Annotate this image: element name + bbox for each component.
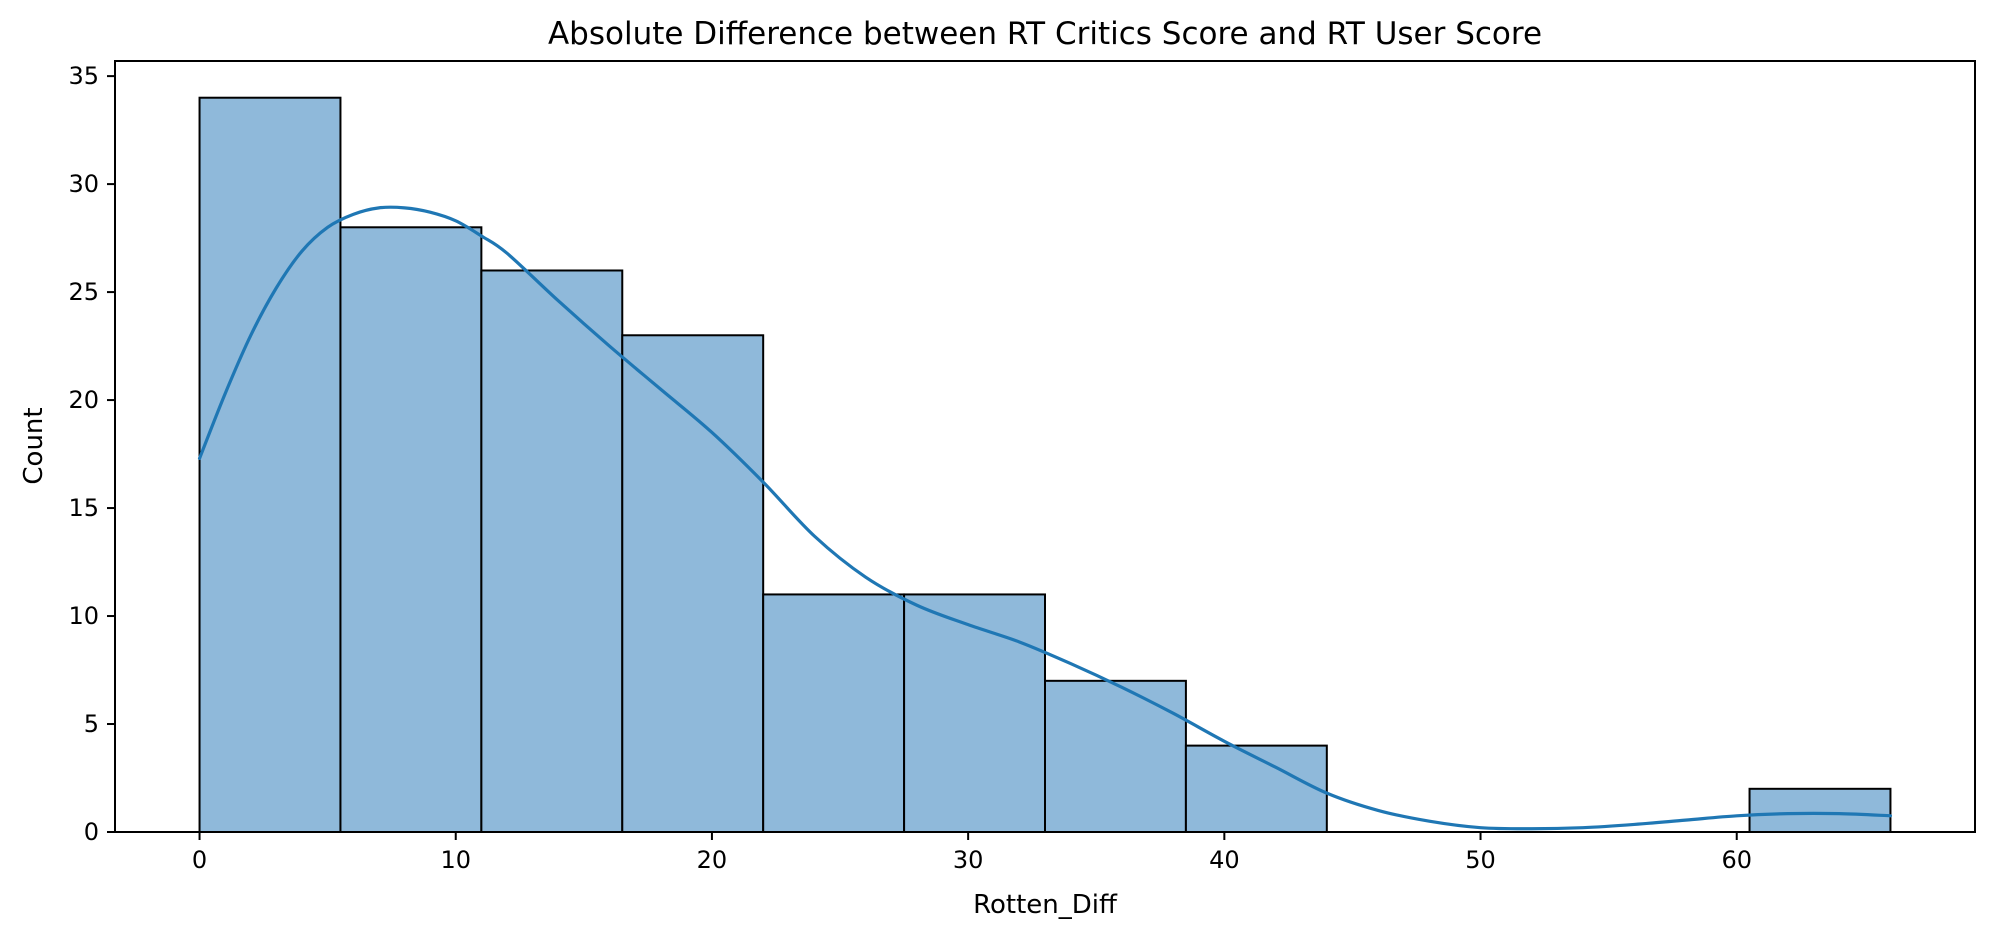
x-tick-label: 0 (192, 846, 207, 874)
histogram-bar (1748, 787, 1892, 833)
histogram-bar (903, 593, 1046, 833)
chart-title: Absolute Difference between RT Critics S… (548, 16, 1542, 52)
histogram-bar (621, 334, 765, 833)
y-tick-label: 25 (68, 278, 99, 306)
x-tick-label: 60 (1721, 846, 1752, 874)
x-axis-ticks: 0 10 20 30 40 50 60 (192, 832, 1752, 874)
histogram-bar (762, 593, 906, 833)
histogram-bar (480, 269, 624, 834)
kde-curve (197, 205, 1893, 831)
x-tick-label: 50 (1465, 846, 1496, 874)
x-tick-label: 20 (697, 846, 728, 874)
x-axis-label: Rotten_Diff (973, 890, 1118, 920)
bars-layer (198, 96, 1892, 834)
y-tick-label: 5 (84, 710, 99, 738)
y-tick-label: 35 (68, 62, 99, 90)
histogram-bar (1184, 744, 1328, 834)
histogram-bar (339, 226, 483, 833)
x-tick-label: 10 (440, 846, 471, 874)
y-tick-label: 30 (68, 170, 99, 198)
y-tick-label: 0 (84, 818, 99, 846)
y-tick-label: 10 (68, 602, 99, 630)
x-tick-label: 30 (953, 846, 984, 874)
histogram-bar (198, 96, 342, 833)
y-axis-ticks: 0 5 10 15 20 25 30 35 (68, 62, 115, 846)
histogram-bar (1044, 679, 1187, 834)
plot-frame (114, 60, 1976, 833)
y-axis-label: Count (19, 407, 49, 484)
y-tick-label: 15 (68, 494, 99, 522)
x-tick-label: 40 (1209, 846, 1240, 874)
y-tick-label: 20 (68, 386, 99, 414)
